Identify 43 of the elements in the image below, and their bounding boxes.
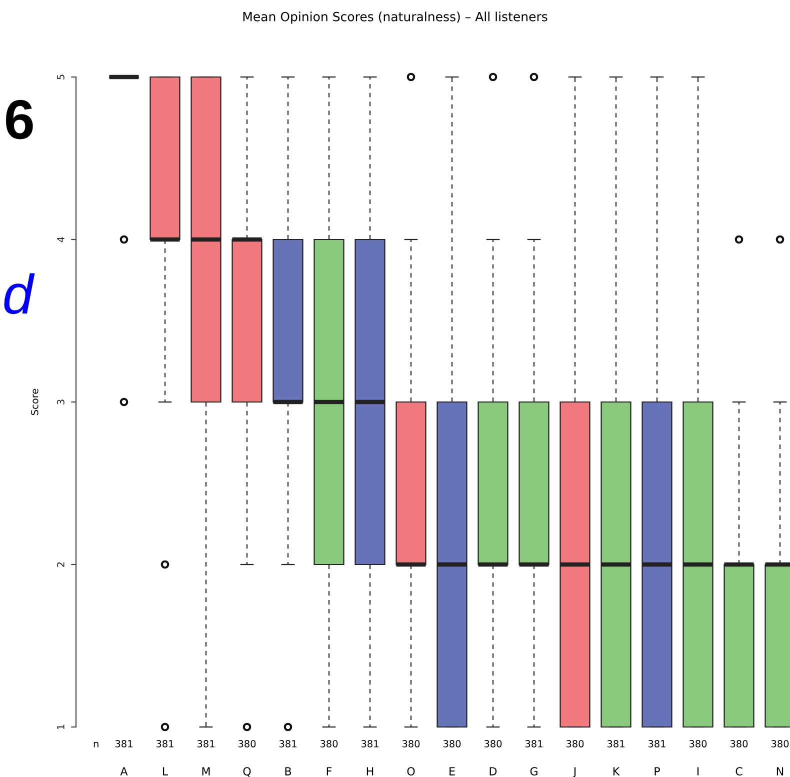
x-tick-label: P (654, 767, 660, 776)
x-tick-label: A (120, 767, 128, 776)
text: 381 (525, 740, 542, 748)
text: 380 (730, 740, 748, 748)
x-tick-label: I (697, 767, 699, 776)
x-tick-label: G (530, 767, 538, 776)
x-tick-label: O (407, 767, 415, 776)
x-tick-label: H (366, 767, 374, 776)
text: 380 (402, 740, 420, 748)
x-tick-label: F (326, 767, 332, 776)
text: d (4, 273, 35, 314)
y-axis-title: Score (30, 388, 38, 415)
text: 381 (279, 740, 296, 748)
x-tick-label: B (285, 767, 292, 776)
x-tick-label: N (776, 767, 784, 776)
text: 381 (607, 740, 624, 748)
text: 380 (566, 740, 584, 748)
x-tick-label: C (736, 767, 742, 776)
text: 381 (115, 740, 132, 748)
y-tick-label: 2 (57, 562, 64, 567)
y-tick-label: 5 (57, 74, 64, 80)
x-tick-label: D (490, 767, 497, 776)
text: 380 (443, 740, 461, 748)
text: 381 (648, 740, 666, 748)
x-tick-label: K (613, 767, 620, 776)
chart-title: Mean Opinion Scores (naturalness) – All listeners (243, 12, 548, 24)
text: 380 (771, 740, 789, 748)
text: 381 (156, 740, 174, 748)
y-tick-label: 4 (57, 236, 64, 242)
text: 6 (6, 100, 33, 140)
x-tick-label: M (202, 767, 210, 776)
x-tick-label: L (162, 767, 168, 776)
text: 381 (361, 740, 378, 748)
x-tick-label: Q (243, 767, 251, 777)
x-tick-label: E (450, 767, 455, 776)
y-tick-label: 3 (57, 400, 64, 404)
y-tick-label: 1 (57, 724, 64, 730)
text: 380 (689, 740, 707, 748)
text: 380 (320, 740, 338, 748)
text: 381 (197, 740, 214, 748)
text: 380 (238, 740, 256, 748)
text: n (94, 742, 98, 748)
text: 380 (484, 740, 502, 748)
